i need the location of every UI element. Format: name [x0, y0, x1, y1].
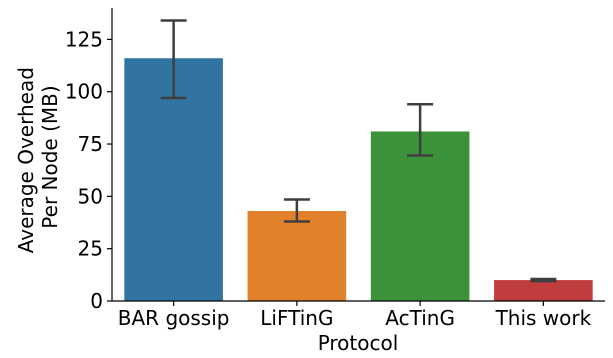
x-axis-ticks: BAR gossip LiFTinG AcTinG This work [118, 301, 592, 330]
y-axis-label: Average Overhead Per Node (MB) [14, 61, 62, 254]
x-axis-label: Protocol [318, 331, 399, 355]
y-tick-label-3: 75 [78, 132, 103, 156]
y-axis-label-line-2: Per Node (MB) [38, 85, 62, 228]
bar-3 [494, 280, 593, 301]
error-bars-group [160, 19, 557, 283]
y-axis-ticks: 0 25 50 75 100 125 [65, 27, 112, 313]
bar-2 [370, 131, 470, 301]
x-tick-label-1: LiFTinG [260, 306, 333, 330]
y-tick-label-4: 100 [65, 80, 103, 104]
y-axis-label-line-1: Average Overhead [14, 67, 38, 253]
bar-1 [247, 211, 347, 301]
x-tick-label-2: AcTinG [385, 306, 455, 330]
x-tick-label-0: BAR gossip [118, 306, 230, 330]
y-tick-label-0: 0 [90, 289, 103, 313]
x-tick-label-3: This work [495, 306, 592, 330]
y-tick-label-1: 25 [78, 237, 103, 261]
y-tick-label-2: 50 [78, 184, 103, 208]
y-tick-label-5: 125 [65, 27, 103, 51]
bars-group [124, 58, 593, 301]
